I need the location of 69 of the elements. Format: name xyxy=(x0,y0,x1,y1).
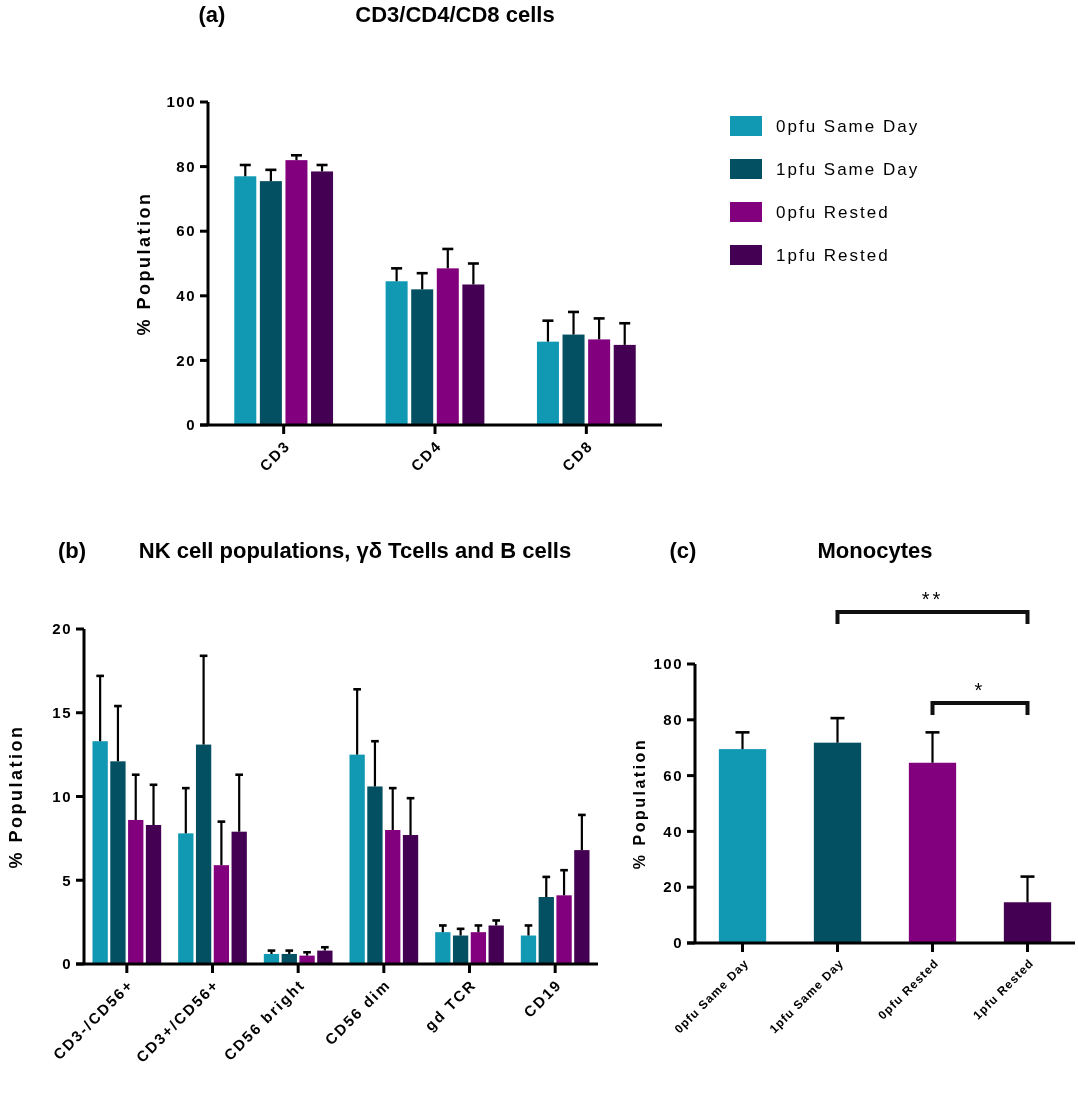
text: (c) xyxy=(669,538,697,563)
bar xyxy=(178,833,194,964)
legend-label: 0pfu Rested xyxy=(776,202,890,222)
y-tick-label: 20 xyxy=(663,878,683,896)
bar xyxy=(613,344,636,425)
y-tick-label: 80 xyxy=(663,711,683,729)
annotation: * xyxy=(974,679,986,701)
bar xyxy=(317,950,333,964)
y-tick-label: 20 xyxy=(176,351,196,369)
legend-label: 1pfu Same Day xyxy=(776,159,920,179)
bar xyxy=(488,925,504,964)
bar xyxy=(588,339,611,425)
y-axis-title: % Population xyxy=(134,191,154,336)
chart-title: Monocytes xyxy=(817,538,933,563)
y-tick-label: 80 xyxy=(176,157,196,175)
y-tick-label: 5 xyxy=(62,871,72,889)
bar xyxy=(520,935,537,964)
bar xyxy=(259,181,282,425)
y-tick-label: 20 xyxy=(52,620,72,638)
bar xyxy=(908,762,957,943)
y-tick-label: 10 xyxy=(52,787,72,805)
bar xyxy=(436,268,459,425)
bar xyxy=(311,171,334,425)
bar xyxy=(1003,902,1052,943)
y-tick-label: 15 xyxy=(52,704,72,721)
text: (b) xyxy=(57,538,87,563)
bar xyxy=(718,749,767,943)
y-tick-label: 100 xyxy=(166,93,196,111)
y-tick-label: 60 xyxy=(663,766,683,784)
bar xyxy=(231,831,247,964)
y-tick-label: 100 xyxy=(653,655,683,673)
chart-title: CD3/CD4/CD8 cells xyxy=(355,2,555,27)
bar xyxy=(92,741,108,964)
bar xyxy=(562,334,585,425)
bar xyxy=(385,830,401,964)
bar xyxy=(411,289,434,425)
bar xyxy=(435,932,451,964)
bar xyxy=(145,824,162,964)
bar xyxy=(367,786,383,964)
y-tick-label: 0 xyxy=(62,955,72,973)
y-tick-label: 0 xyxy=(673,934,683,952)
text: (a) xyxy=(198,2,226,27)
y-tick-label: 0 xyxy=(186,416,196,434)
bar xyxy=(538,897,554,964)
bar xyxy=(349,754,365,964)
bar xyxy=(195,744,212,964)
legend-label: 0pfu Same Day xyxy=(776,116,920,136)
bar xyxy=(813,742,862,943)
chart-title: NK cell populations, γδ Tcells and B cells xyxy=(138,538,572,563)
bar xyxy=(402,835,419,964)
bar xyxy=(128,819,144,964)
legend-label: 1pfu Rested xyxy=(776,245,890,265)
bar xyxy=(462,284,485,425)
bar xyxy=(385,281,408,425)
y-axis-title: % Population xyxy=(6,724,26,869)
y-axis-title: % Population xyxy=(631,737,648,870)
bar xyxy=(285,160,308,425)
y-tick-label: 60 xyxy=(176,222,196,240)
y-tick-label: 40 xyxy=(663,822,683,840)
bar xyxy=(470,932,487,964)
bar xyxy=(536,341,559,425)
bar xyxy=(110,761,126,964)
bar xyxy=(213,865,230,964)
bar xyxy=(234,176,257,425)
y-tick-label: 40 xyxy=(176,287,196,305)
bar xyxy=(452,935,469,964)
bar xyxy=(574,850,590,964)
bar xyxy=(556,895,572,964)
text: ** xyxy=(921,588,944,610)
